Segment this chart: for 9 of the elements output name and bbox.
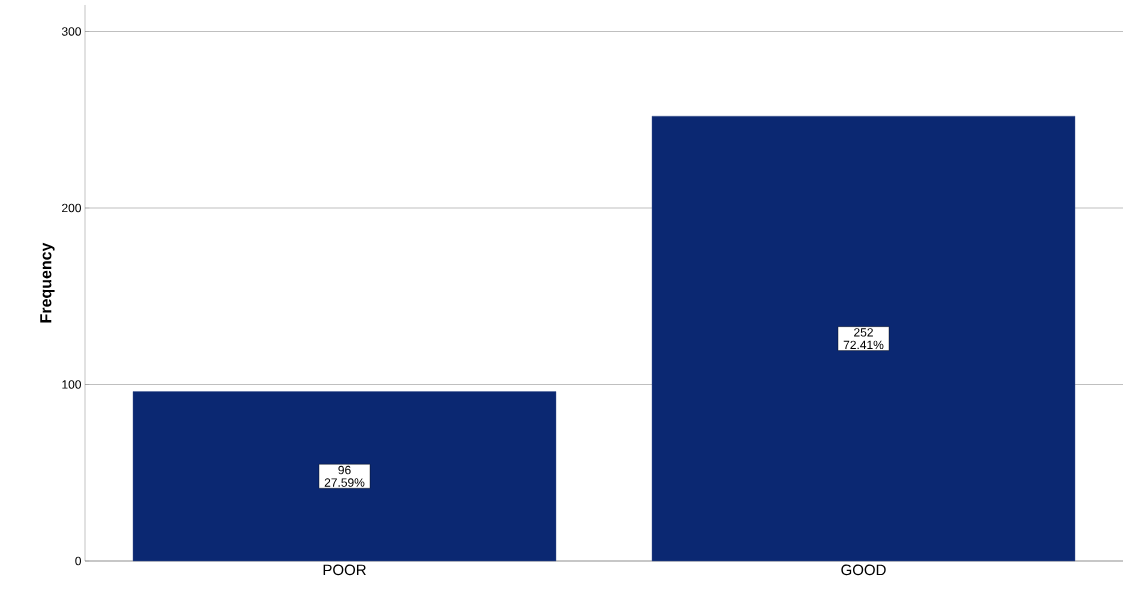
y-tick-label: 0 (75, 556, 82, 566)
x-tick-label: GOOD (841, 564, 886, 576)
y-axis-title: Frequency (40, 242, 55, 323)
data-label: 96 27.59% (324, 465, 365, 487)
data-label: 252 72.41% (843, 328, 884, 350)
y-tick-label: 100 (62, 380, 81, 389)
y-tick-label: 200 (62, 203, 81, 213)
x-tick-label: POOR (323, 564, 366, 576)
y-tick-label: 300 (61, 27, 81, 36)
